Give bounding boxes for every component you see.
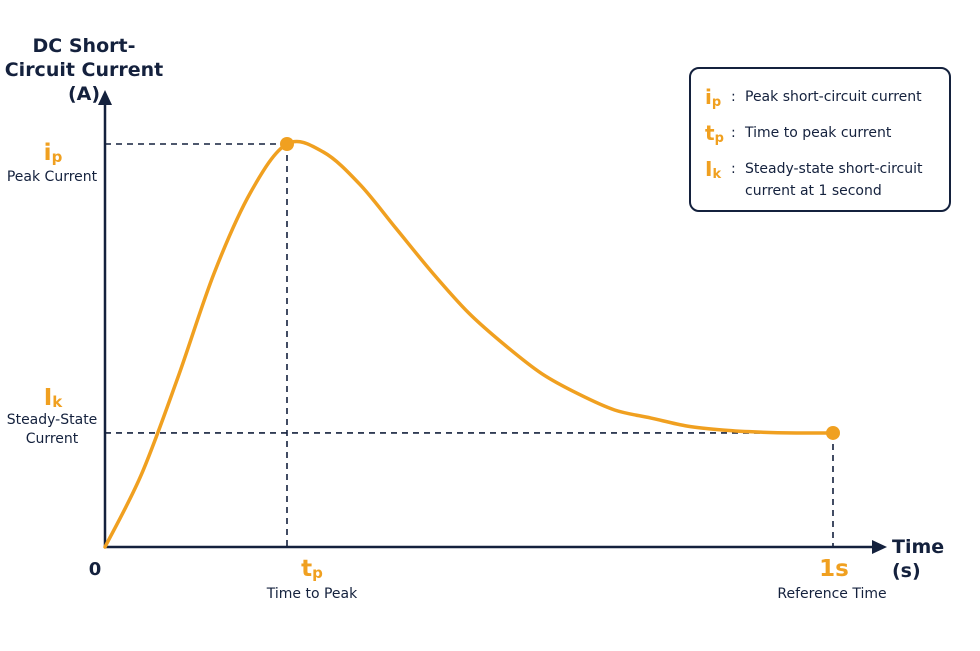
tick-label-ip: ip [30,140,76,168]
y-axis-title: DC Short-Circuit Current (A) [4,34,164,106]
y-axis-title-text: DC Short-Circuit Current (A) [4,35,164,105]
tp-subscript: p [312,564,323,582]
legend-text-ik-line2: current at 1 second [745,183,882,199]
reference-time-caption: Reference Time [777,586,887,602]
legend-text-ik-line1: Steady-state short-circuit [745,161,923,177]
tick-caption-peak-current: Peak Current [2,168,102,187]
tick-caption-time-to-peak: Time to Peak [252,585,372,604]
legend-text-ik: Steady-state short-circuit current at 1 … [745,158,935,202]
origin-text: 0 [88,559,102,580]
origin-label: 0 [80,560,110,579]
steady-caption-line2: Current [25,431,79,447]
legend-item-tp: tp : Time to peak current [705,122,935,148]
x-axis-arrow [872,540,887,554]
series-line [103,139,835,549]
ik-subscript: k [52,393,63,411]
y-axis-arrow [98,90,112,105]
x-axis-title-text: Time (s) [892,536,945,582]
one-second-symbol: 1s [819,556,849,582]
steady-caption-line1: Steady-State [6,412,98,428]
time-to-peak-caption: Time to Peak [266,586,358,602]
legend-symbol-ik: Ik [705,157,722,182]
tick-label-ik: Ik [30,385,76,413]
steady-state-marker [826,425,840,440]
tick-caption-reference-time: Reference Time [770,585,894,604]
legend-symbol-tp: tp [705,121,724,146]
legend-colon: : [731,161,736,177]
legend-item-ik: Ik : Steady-state short-circuit current … [705,158,935,202]
tick-caption-steady-state: Steady-State Current [2,411,102,449]
peak-marker [280,137,294,151]
ip-subscript: p [51,148,63,166]
legend-colon: : [731,89,736,105]
legend-colon: : [731,125,736,141]
peak-current-caption: Peak Current [6,169,98,185]
tick-label-1s: 1s [806,556,862,582]
legend-symbol-ip: ip [705,85,722,110]
x-axis-title: Time (s) [892,535,976,583]
tick-label-tp: tp [287,556,337,584]
legend-item-ip: ip : Peak short-circuit current [705,86,935,112]
legend-text-tp: Time to peak current [745,125,892,141]
tp-symbol: t [301,556,313,582]
legend-text-ip: Peak short-circuit current [745,89,922,105]
ik-symbol: I [43,385,53,411]
ip-symbol: i [43,140,52,166]
legend-box: ip : Peak short-circuit current tp : Tim… [689,67,951,212]
guide-lines [105,143,834,547]
